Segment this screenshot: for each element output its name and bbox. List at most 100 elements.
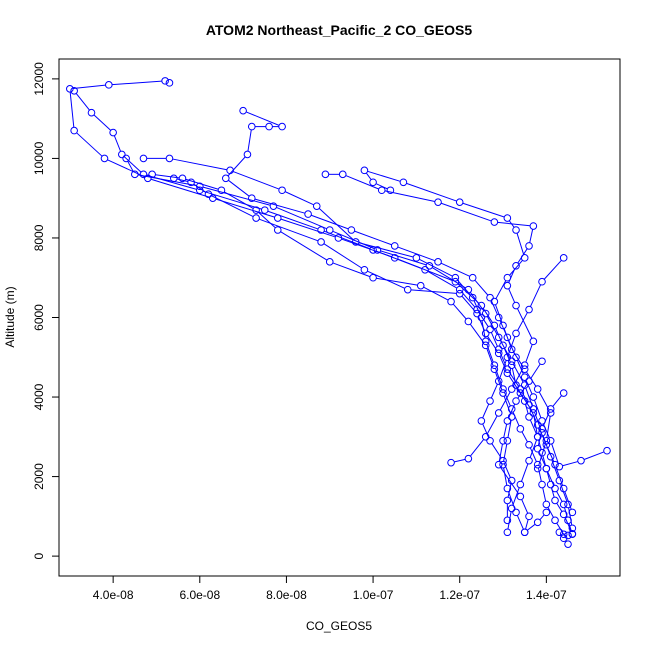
- data-point: [481, 329, 490, 338]
- data-point: [360, 265, 369, 274]
- data-point: [542, 500, 551, 509]
- y-tick-label: 8000: [32, 224, 46, 251]
- x-tick-label: 8.0e-08: [266, 588, 307, 602]
- data-point: [499, 436, 507, 445]
- data-point: [499, 456, 507, 465]
- series-5: [139, 154, 568, 539]
- data-point: [481, 433, 490, 441]
- series-line-segment: [311, 214, 349, 230]
- data-point: [516, 425, 525, 433]
- data-point: [520, 373, 529, 381]
- x-tick-label: 1.4e-07: [526, 588, 567, 602]
- y-tick-label: 12000: [32, 62, 46, 96]
- series-11: [477, 254, 568, 525]
- series-line-segment: [185, 178, 219, 190]
- y-tick-label: 4000: [32, 383, 46, 410]
- series-line-segment: [507, 511, 512, 530]
- series-line-segment: [473, 300, 481, 315]
- data-point: [494, 409, 503, 417]
- data-point: [512, 508, 520, 517]
- data-point: [564, 516, 572, 525]
- series-line-segment: [564, 491, 572, 510]
- series-line-segment: [482, 403, 490, 419]
- data-point: [559, 530, 568, 539]
- y-tick-label: 0: [32, 552, 46, 559]
- data-point: [564, 540, 572, 548]
- data-point: [243, 150, 252, 159]
- data-point: [533, 444, 542, 453]
- data-point: [520, 528, 529, 537]
- data-point: [304, 210, 312, 218]
- series-line-segment: [202, 190, 262, 210]
- series-line-segment: [470, 439, 485, 457]
- data-point: [577, 456, 585, 465]
- series-line-segment: [358, 242, 414, 258]
- series-line-segment: [454, 458, 466, 463]
- series-line-segment: [259, 218, 319, 242]
- series-line-segment: [490, 383, 498, 399]
- series-line-segment: [529, 284, 542, 307]
- data-point: [464, 317, 473, 326]
- data-point: [87, 108, 96, 117]
- data-point: [131, 170, 139, 179]
- data-point: [204, 190, 213, 199]
- data-point: [434, 198, 442, 206]
- series-line-segment: [503, 467, 508, 486]
- y-axis-label: Altitude (m): [3, 286, 17, 347]
- data-point: [109, 128, 117, 137]
- series-line-segment: [516, 515, 524, 530]
- series-line-segment: [375, 183, 388, 190]
- series-line-segment: [508, 403, 516, 419]
- data-point: [486, 436, 494, 445]
- series-line-segment: [419, 258, 453, 277]
- series-line-segment: [560, 483, 568, 502]
- data-point: [455, 289, 464, 298]
- x-axis-label: CO_GEOS5: [306, 619, 372, 633]
- data-point: [481, 341, 490, 350]
- data-point: [512, 301, 520, 310]
- data-point: [447, 297, 455, 306]
- data-point: [555, 528, 564, 537]
- series-line-segment: [73, 84, 106, 89]
- data-point: [564, 500, 572, 509]
- series-line-segment: [93, 114, 112, 131]
- series-line-segment: [332, 262, 371, 278]
- data-point: [386, 186, 395, 195]
- series-line-segment: [323, 243, 362, 269]
- data-point: [546, 405, 555, 413]
- series-line-segment: [526, 371, 537, 387]
- series-line-segment: [486, 415, 498, 435]
- data-point: [538, 277, 546, 286]
- series-line-segment: [495, 280, 507, 299]
- data-point: [144, 174, 152, 183]
- chart-title: ATOM2 Northeast_Pacific_2 CO_GEOS5: [206, 22, 473, 38]
- data-point: [321, 170, 330, 179]
- series-line-segment: [512, 363, 524, 383]
- data-point: [546, 452, 555, 461]
- data-point: [516, 480, 525, 489]
- series-line-segment: [462, 202, 505, 218]
- series-line-segment: [556, 502, 563, 512]
- series-line-segment: [507, 420, 512, 438]
- series-12: [533, 389, 577, 539]
- series-line-segment: [376, 277, 418, 286]
- series-line-segment: [150, 178, 210, 198]
- series-line-segment: [113, 135, 122, 152]
- series-line-segment: [276, 206, 327, 230]
- data-point: [507, 405, 516, 413]
- series-line-segment: [516, 233, 525, 255]
- series-line-segment: [499, 360, 507, 379]
- data-point: [529, 337, 538, 346]
- series-line-segment: [547, 471, 555, 486]
- data-point: [239, 106, 247, 115]
- series-line-segment: [551, 459, 559, 478]
- data-point: [451, 273, 460, 282]
- x-axis: 4.0e-08 6.0e-08 8.0e-08 1.0e-07 1.2e-07 1.4e-…: [93, 576, 567, 602]
- data-point: [533, 460, 542, 469]
- series-line-segment: [583, 451, 605, 460]
- data-point: [377, 186, 386, 195]
- series-line-segment: [487, 335, 498, 351]
- data-point: [503, 484, 512, 493]
- data-point: [503, 281, 512, 290]
